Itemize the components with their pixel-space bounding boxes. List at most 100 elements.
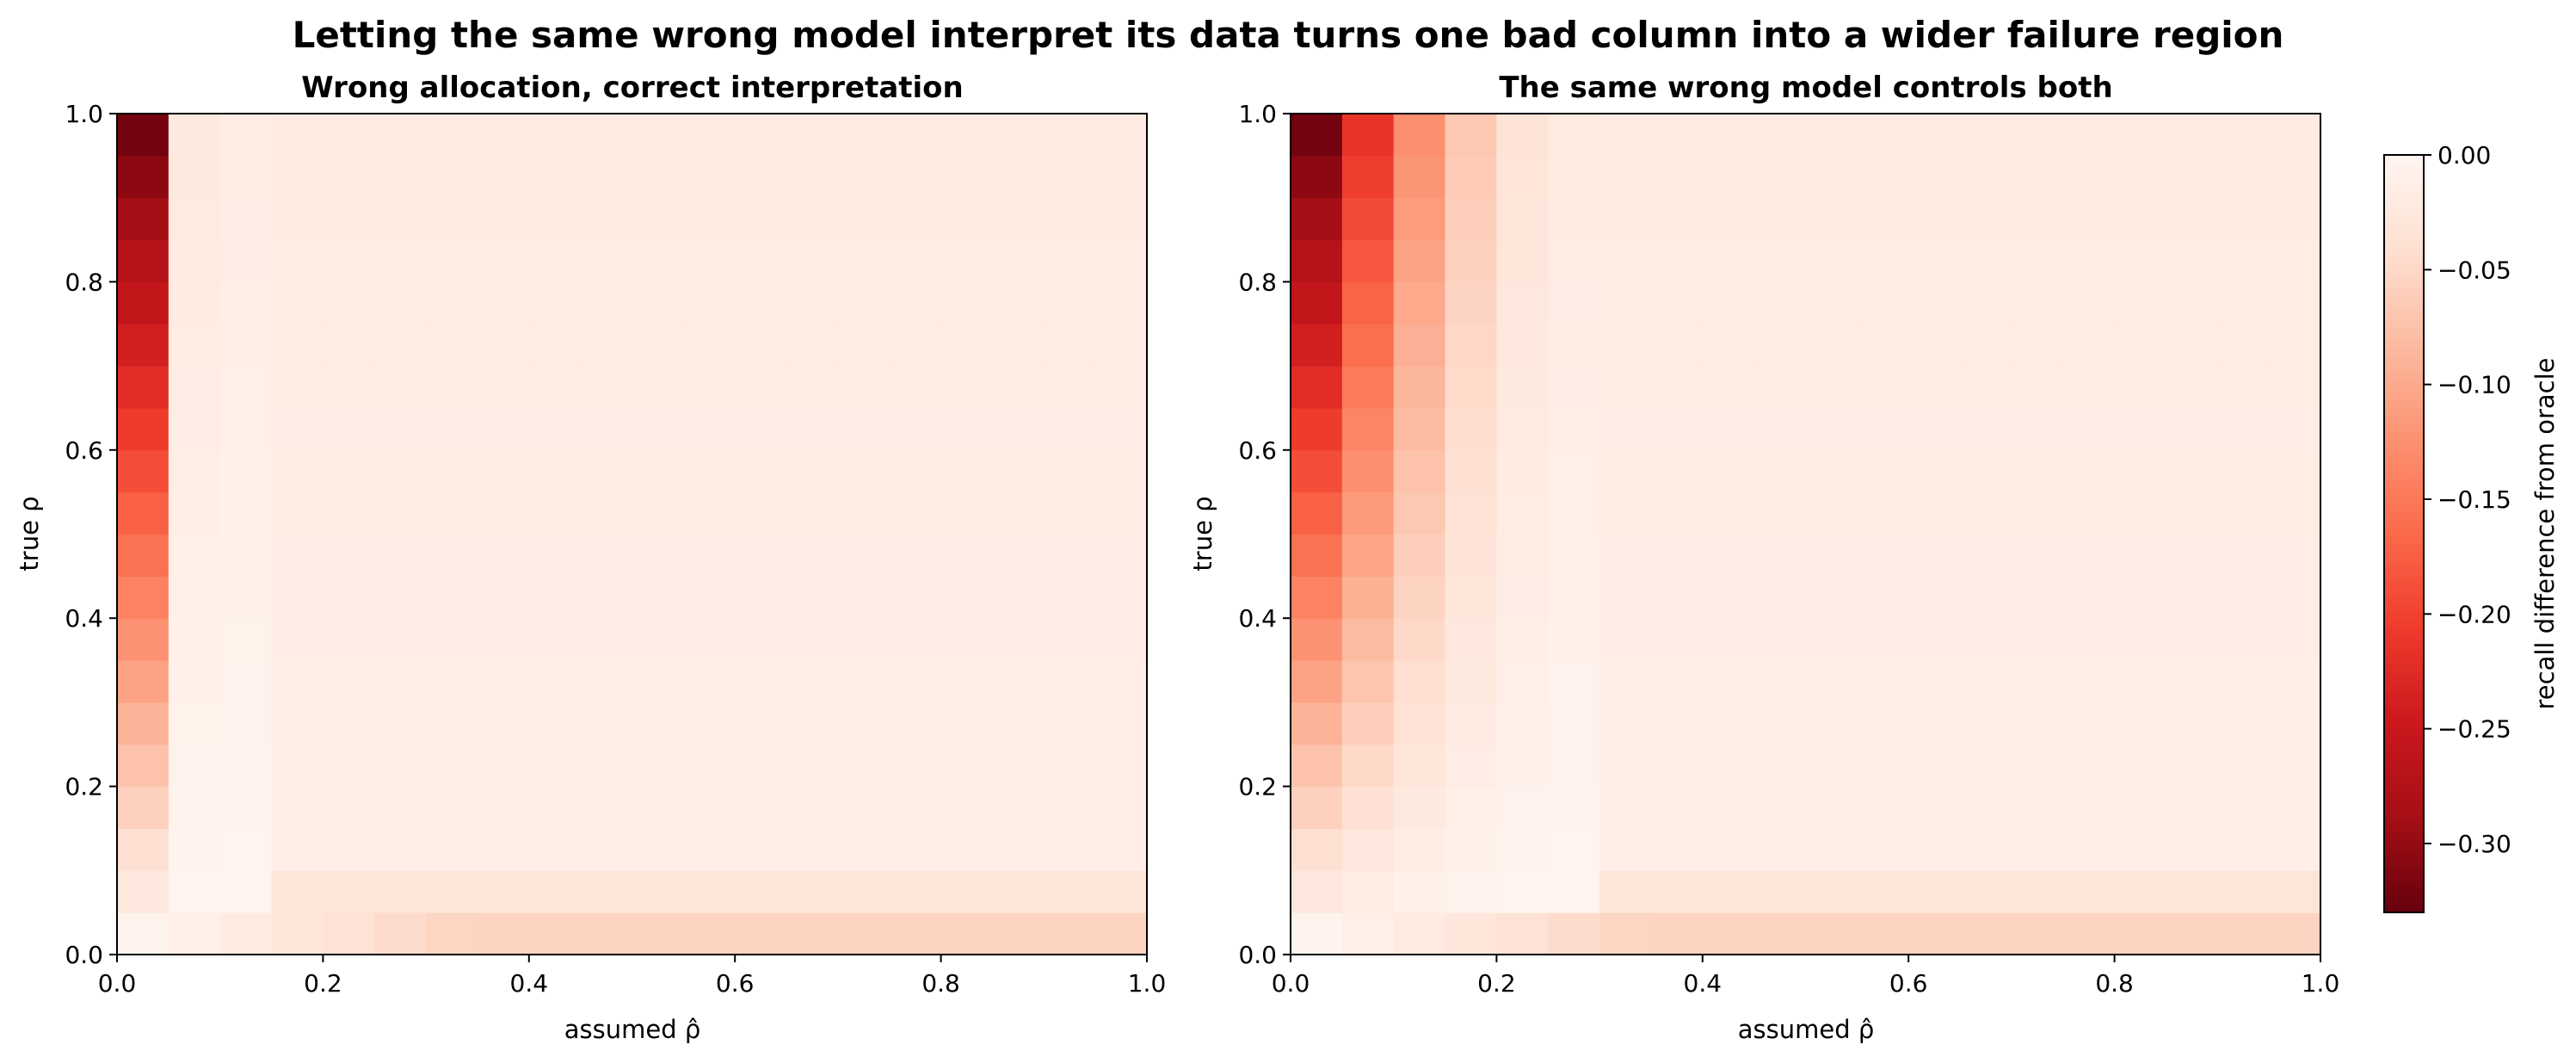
heatmap-cell — [992, 576, 1045, 619]
x-tick-label: 0.6 — [1889, 969, 1928, 998]
heatmap-cell — [735, 912, 787, 955]
heatmap-cell — [889, 366, 942, 409]
heatmap-cell — [168, 701, 221, 745]
heatmap-cell — [735, 197, 787, 241]
heatmap-cell — [1908, 366, 1961, 409]
heatmap-cell — [271, 660, 324, 703]
heatmap-cell — [632, 660, 684, 703]
heatmap-cell — [2011, 912, 2064, 955]
heatmap-cell — [2062, 155, 2116, 199]
heatmap-cell — [1341, 828, 1395, 871]
heatmap-cell — [1650, 786, 1704, 830]
heatmap-cell — [1650, 114, 1704, 157]
heatmap-cell — [889, 407, 942, 451]
heatmap-cell — [1393, 449, 1446, 493]
heatmap-cell — [1908, 281, 1961, 324]
heatmap-cell — [374, 407, 427, 451]
heatmap-cell — [477, 912, 530, 955]
heatmap-cell — [2062, 744, 2116, 788]
heatmap-cell — [323, 155, 375, 199]
heatmap-cell — [889, 618, 942, 661]
heatmap-cell — [683, 660, 736, 703]
heatmap-cell — [1341, 407, 1395, 451]
heatmap-cell — [323, 744, 375, 788]
heatmap-cell — [1496, 491, 1549, 535]
heatmap-cell — [2217, 534, 2270, 577]
heatmap-cell — [580, 618, 633, 661]
heatmap-cell — [1960, 239, 2012, 282]
heatmap-cell — [219, 114, 273, 157]
heatmap-cell — [837, 618, 891, 661]
x-tick-label: 0.4 — [510, 969, 549, 998]
heatmap-cell — [1095, 912, 1148, 955]
y-tick-label: 0.2 — [1238, 773, 1277, 801]
heatmap-cell — [2269, 576, 2321, 619]
heatmap-cell — [117, 618, 169, 661]
heatmap-cell — [1445, 155, 1497, 199]
heatmap-cell — [2166, 324, 2218, 367]
heatmap-cell — [2114, 239, 2167, 282]
y-tick-label: 1.0 — [1238, 100, 1277, 128]
heatmap-cell — [1599, 912, 1652, 955]
heatmap-cell — [2166, 239, 2218, 282]
heatmap-cell — [786, 155, 839, 199]
heatmap-cell — [1599, 870, 1652, 913]
heatmap-cell — [219, 618, 273, 661]
heatmap-cell — [1548, 239, 1600, 282]
heatmap-cell — [632, 618, 684, 661]
heatmap-cell — [2166, 155, 2218, 199]
heatmap-cell — [837, 786, 891, 830]
heatmap-cell — [837, 281, 891, 324]
heatmap-cell — [2269, 744, 2321, 788]
heatmap-cell — [374, 870, 427, 913]
right-axis-ticks: 0.0 0.2 0.4 0.6 0.8 1.0 0.0 0.2 0.4 0.6 0.8 1.0 — [1238, 100, 2339, 998]
heatmap-cell — [1599, 576, 1652, 619]
heatmap-cell — [117, 870, 169, 913]
heatmap-cell — [1857, 155, 1909, 199]
heatmap-cell — [219, 576, 273, 619]
heatmap-cell — [426, 366, 478, 409]
heatmap-cell — [837, 407, 891, 451]
heatmap-cell — [168, 239, 221, 282]
heatmap-cell — [1044, 912, 1096, 955]
heatmap-cell — [528, 618, 582, 661]
heatmap-cell — [168, 534, 221, 577]
heatmap-cell — [837, 491, 891, 535]
heatmap-cell — [1044, 407, 1096, 451]
heatmap-cell — [1496, 912, 1549, 955]
heatmap-cell — [1805, 660, 1858, 703]
heatmap-cell — [323, 197, 375, 241]
heatmap-cell — [1650, 744, 1704, 788]
heatmap-cell — [632, 491, 684, 535]
heatmap-cell — [1548, 324, 1600, 367]
heatmap-cell — [2062, 407, 2116, 451]
heatmap-cell — [1044, 281, 1096, 324]
heatmap-cell — [889, 786, 942, 830]
heatmap-cell — [426, 449, 478, 493]
heatmap-cell — [1753, 281, 1807, 324]
heatmap-cell — [1393, 744, 1446, 788]
heatmap-cell — [117, 912, 169, 955]
heatmap-cell — [1393, 576, 1446, 619]
heatmap-cell — [786, 324, 839, 367]
heatmap-cell — [528, 239, 582, 282]
colorbar: 0.00 −0.05 −0.10 −0.15 −0.20 −0.25 −0.30 recal… — [2383, 141, 2560, 913]
heatmap-cell — [1753, 534, 1807, 577]
heatmap-cell — [1805, 912, 1858, 955]
heatmap-cell — [735, 701, 787, 745]
colorbar-tick-label: −0.20 — [2437, 600, 2511, 628]
heatmap-cell — [1291, 618, 1343, 661]
heatmap-cell — [992, 660, 1045, 703]
heatmap-cell — [323, 324, 375, 367]
heatmap-cell — [323, 576, 375, 619]
heatmap-cell — [1341, 786, 1395, 830]
heatmap-cell — [1291, 534, 1343, 577]
heatmap-cell — [477, 197, 530, 241]
x-tick-label: 0.0 — [1272, 969, 1310, 998]
heatmap-cell — [117, 197, 169, 241]
heatmap-cell — [889, 870, 942, 913]
heatmap-cell — [735, 407, 787, 451]
heatmap-cell — [2011, 744, 2064, 788]
colorbar-ticks: 0.00 −0.05 −0.10 −0.15 −0.20 −0.25 −0.30 — [2424, 141, 2511, 858]
heatmap-cell — [992, 491, 1045, 535]
